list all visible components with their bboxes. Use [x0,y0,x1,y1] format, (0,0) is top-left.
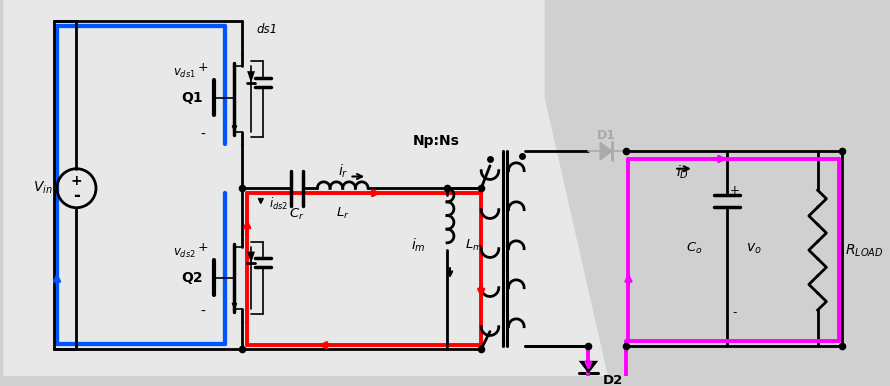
Polygon shape [578,361,598,374]
Text: $i_m$: $i_m$ [411,237,425,254]
Text: +: + [730,184,740,196]
Text: $v_{ds2}$: $v_{ds2}$ [173,247,196,260]
Text: $C_r$: $C_r$ [289,207,304,222]
Text: $R_{LOAD}$: $R_{LOAD}$ [845,242,884,259]
Text: D1: D1 [596,129,616,142]
Text: +: + [70,174,82,188]
Text: -: - [73,187,80,205]
Text: -: - [201,128,206,142]
Text: Q1: Q1 [182,91,203,105]
Text: $v_o$: $v_o$ [747,242,762,256]
Text: D2: D2 [603,374,623,386]
Polygon shape [600,142,611,160]
Text: $C_o$: $C_o$ [686,241,702,256]
Polygon shape [4,0,608,376]
Text: $i_r$: $i_r$ [337,163,348,180]
Text: ds1: ds1 [257,23,278,36]
Text: -: - [732,306,737,318]
Text: +: + [198,241,208,254]
Text: -: - [201,305,206,319]
Text: $L_r$: $L_r$ [336,206,350,221]
Text: Np:Ns: Np:Ns [413,134,460,148]
Polygon shape [247,252,255,263]
Text: $i_D$: $i_D$ [676,164,689,181]
Text: Q2: Q2 [182,271,203,285]
Polygon shape [247,71,255,83]
Text: $V_{in}$: $V_{in}$ [33,180,53,196]
Text: $v_{ds1}$: $v_{ds1}$ [173,67,196,80]
Text: $i_{ds2}$: $i_{ds2}$ [269,196,287,212]
Text: $L_m$: $L_m$ [465,238,482,253]
Text: +: + [198,61,208,74]
